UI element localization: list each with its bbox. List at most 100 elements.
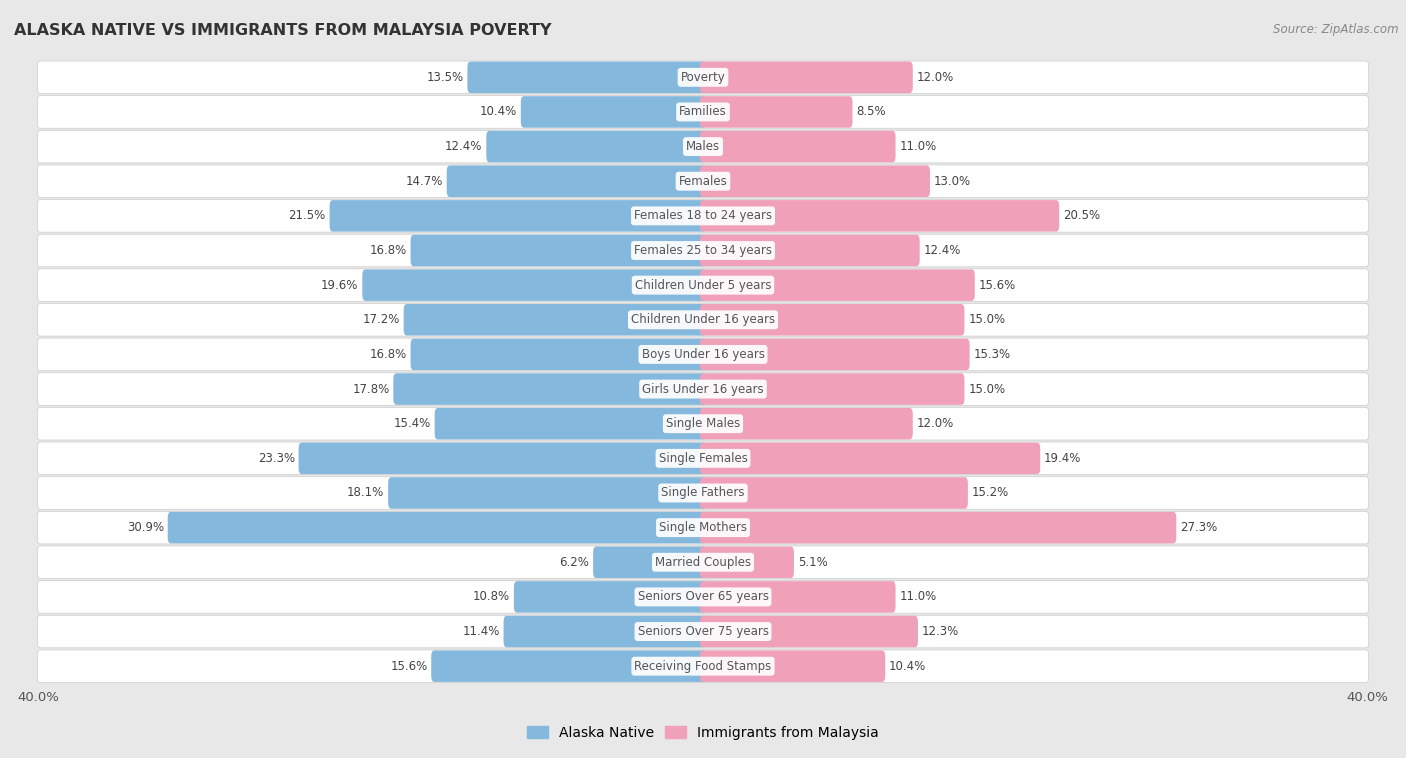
FancyBboxPatch shape	[503, 615, 706, 647]
Text: Families: Families	[679, 105, 727, 118]
FancyBboxPatch shape	[38, 373, 1368, 406]
Text: 15.0%: 15.0%	[969, 383, 1005, 396]
FancyBboxPatch shape	[700, 339, 970, 370]
Text: 15.3%: 15.3%	[973, 348, 1011, 361]
FancyBboxPatch shape	[700, 200, 1059, 232]
Text: 11.0%: 11.0%	[900, 590, 936, 603]
Text: Receiving Food Stamps: Receiving Food Stamps	[634, 659, 772, 672]
FancyBboxPatch shape	[38, 650, 1368, 682]
FancyBboxPatch shape	[700, 131, 896, 162]
Text: 21.5%: 21.5%	[288, 209, 326, 222]
FancyBboxPatch shape	[513, 581, 706, 612]
Text: 19.6%: 19.6%	[321, 279, 359, 292]
Text: Females 25 to 34 years: Females 25 to 34 years	[634, 244, 772, 257]
FancyBboxPatch shape	[38, 96, 1368, 128]
Text: 13.5%: 13.5%	[426, 70, 464, 84]
Text: 17.8%: 17.8%	[353, 383, 389, 396]
FancyBboxPatch shape	[467, 61, 706, 93]
Text: Single Males: Single Males	[666, 417, 740, 431]
Text: 19.4%: 19.4%	[1045, 452, 1081, 465]
FancyBboxPatch shape	[38, 546, 1368, 578]
Text: 10.8%: 10.8%	[472, 590, 510, 603]
Text: 15.4%: 15.4%	[394, 417, 430, 431]
FancyBboxPatch shape	[520, 96, 706, 127]
FancyBboxPatch shape	[700, 373, 965, 405]
Text: 6.2%: 6.2%	[560, 556, 589, 568]
FancyBboxPatch shape	[38, 234, 1368, 267]
FancyBboxPatch shape	[486, 131, 706, 162]
FancyBboxPatch shape	[700, 408, 912, 440]
FancyBboxPatch shape	[700, 61, 912, 93]
Text: Single Females: Single Females	[658, 452, 748, 465]
FancyBboxPatch shape	[411, 235, 706, 266]
Text: 40.0%: 40.0%	[1347, 691, 1389, 704]
Text: 8.5%: 8.5%	[856, 105, 886, 118]
Text: Married Couples: Married Couples	[655, 556, 751, 568]
FancyBboxPatch shape	[38, 512, 1368, 544]
Text: Poverty: Poverty	[681, 70, 725, 84]
FancyBboxPatch shape	[167, 512, 706, 543]
FancyBboxPatch shape	[700, 165, 929, 197]
FancyBboxPatch shape	[700, 96, 852, 127]
Text: 23.3%: 23.3%	[257, 452, 295, 465]
Text: 11.4%: 11.4%	[463, 625, 499, 638]
FancyBboxPatch shape	[700, 581, 896, 612]
Text: 40.0%: 40.0%	[17, 691, 59, 704]
Text: 27.3%: 27.3%	[1180, 522, 1218, 534]
FancyBboxPatch shape	[38, 130, 1368, 163]
FancyBboxPatch shape	[432, 650, 706, 682]
FancyBboxPatch shape	[700, 269, 974, 301]
FancyBboxPatch shape	[38, 581, 1368, 613]
FancyBboxPatch shape	[38, 61, 1368, 93]
Text: Girls Under 16 years: Girls Under 16 years	[643, 383, 763, 396]
Text: 15.2%: 15.2%	[972, 487, 1010, 500]
Text: 13.0%: 13.0%	[934, 175, 972, 188]
Text: 12.0%: 12.0%	[917, 417, 953, 431]
Legend: Alaska Native, Immigrants from Malaysia: Alaska Native, Immigrants from Malaysia	[522, 720, 884, 745]
Text: 18.1%: 18.1%	[347, 487, 384, 500]
Text: 12.4%: 12.4%	[446, 140, 482, 153]
Text: Boys Under 16 years: Boys Under 16 years	[641, 348, 765, 361]
FancyBboxPatch shape	[38, 442, 1368, 475]
Text: 12.3%: 12.3%	[922, 625, 959, 638]
FancyBboxPatch shape	[593, 547, 706, 578]
FancyBboxPatch shape	[38, 615, 1368, 648]
FancyBboxPatch shape	[38, 199, 1368, 232]
Text: 14.7%: 14.7%	[405, 175, 443, 188]
FancyBboxPatch shape	[329, 200, 706, 232]
Text: 16.8%: 16.8%	[370, 348, 406, 361]
Text: 5.1%: 5.1%	[797, 556, 828, 568]
Text: 15.6%: 15.6%	[391, 659, 427, 672]
FancyBboxPatch shape	[404, 304, 706, 336]
Text: Children Under 5 years: Children Under 5 years	[634, 279, 772, 292]
Text: Females: Females	[679, 175, 727, 188]
FancyBboxPatch shape	[700, 650, 886, 682]
Text: Females 18 to 24 years: Females 18 to 24 years	[634, 209, 772, 222]
Text: 30.9%: 30.9%	[127, 522, 165, 534]
Text: 11.0%: 11.0%	[900, 140, 936, 153]
Text: 16.8%: 16.8%	[370, 244, 406, 257]
Text: Seniors Over 75 years: Seniors Over 75 years	[637, 625, 769, 638]
FancyBboxPatch shape	[38, 303, 1368, 336]
Text: 15.0%: 15.0%	[969, 313, 1005, 326]
FancyBboxPatch shape	[38, 338, 1368, 371]
Text: Seniors Over 65 years: Seniors Over 65 years	[637, 590, 769, 603]
FancyBboxPatch shape	[700, 512, 1177, 543]
Text: Single Fathers: Single Fathers	[661, 487, 745, 500]
FancyBboxPatch shape	[363, 269, 706, 301]
Text: Source: ZipAtlas.com: Source: ZipAtlas.com	[1274, 23, 1399, 36]
Text: ALASKA NATIVE VS IMMIGRANTS FROM MALAYSIA POVERTY: ALASKA NATIVE VS IMMIGRANTS FROM MALAYSI…	[14, 23, 551, 38]
FancyBboxPatch shape	[700, 478, 967, 509]
FancyBboxPatch shape	[298, 443, 706, 474]
FancyBboxPatch shape	[700, 547, 794, 578]
Text: Single Mothers: Single Mothers	[659, 522, 747, 534]
FancyBboxPatch shape	[38, 165, 1368, 198]
FancyBboxPatch shape	[700, 304, 965, 336]
FancyBboxPatch shape	[38, 408, 1368, 440]
Text: 10.4%: 10.4%	[479, 105, 517, 118]
FancyBboxPatch shape	[447, 165, 706, 197]
Text: 20.5%: 20.5%	[1063, 209, 1099, 222]
FancyBboxPatch shape	[700, 615, 918, 647]
FancyBboxPatch shape	[38, 269, 1368, 302]
FancyBboxPatch shape	[434, 408, 706, 440]
